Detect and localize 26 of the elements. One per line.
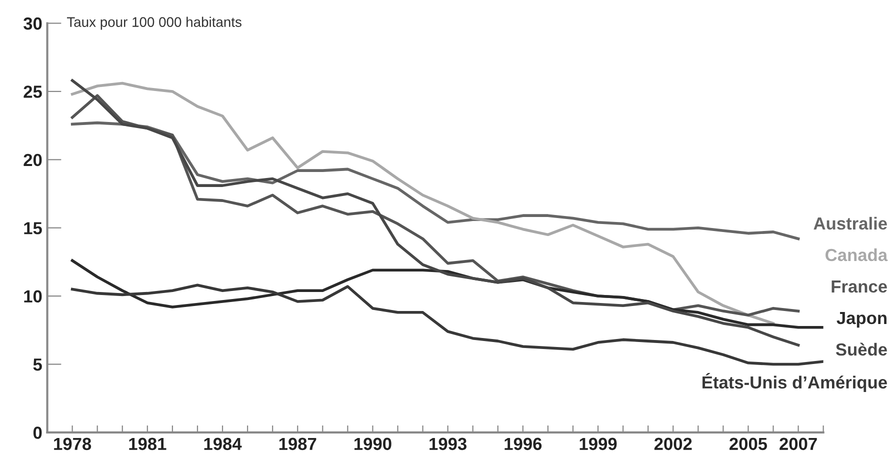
y-tick-label: 15 (24, 222, 42, 234)
x-tick-label: 2005 (730, 438, 768, 450)
y-tick-label: 0 (33, 426, 42, 439)
series-label: États-Unis d’Amérique (702, 373, 887, 392)
x-tick-label: 1990 (354, 438, 392, 450)
x-tick-label: 2002 (654, 438, 692, 450)
text: Suède (836, 342, 887, 356)
y-tick-label: 25 (24, 86, 42, 98)
series-label: Japon (836, 312, 886, 328)
x-tick-label: 1984 (204, 438, 242, 450)
line-series (70, 284, 824, 366)
y-tick-label: 30 (24, 17, 42, 30)
x-tick-label: 1981 (129, 438, 166, 450)
y-tick-label: 10 (24, 290, 42, 303)
text: France (832, 280, 887, 293)
y-tick-label: 5 (33, 358, 42, 371)
x-tick-label: 1999 (580, 438, 617, 450)
x-tick-label: 1993 (430, 438, 466, 450)
series-label: Australie (814, 216, 887, 230)
x-tick-label: 1987 (279, 438, 316, 450)
y-tick-label: 20 (24, 154, 42, 166)
text: Canada (826, 248, 888, 262)
y-axis-title: Taux pour 100 000 habitants (66, 16, 242, 30)
x-tick-label: 1978 (54, 438, 92, 450)
x-tick-label: 2007 (780, 438, 817, 450)
x-tick-label: 1996 (504, 438, 542, 450)
